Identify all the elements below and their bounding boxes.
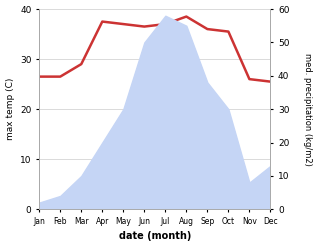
X-axis label: date (month): date (month) — [119, 231, 191, 242]
Y-axis label: max temp (C): max temp (C) — [5, 78, 15, 140]
Y-axis label: med. precipitation (kg/m2): med. precipitation (kg/m2) — [303, 53, 313, 165]
